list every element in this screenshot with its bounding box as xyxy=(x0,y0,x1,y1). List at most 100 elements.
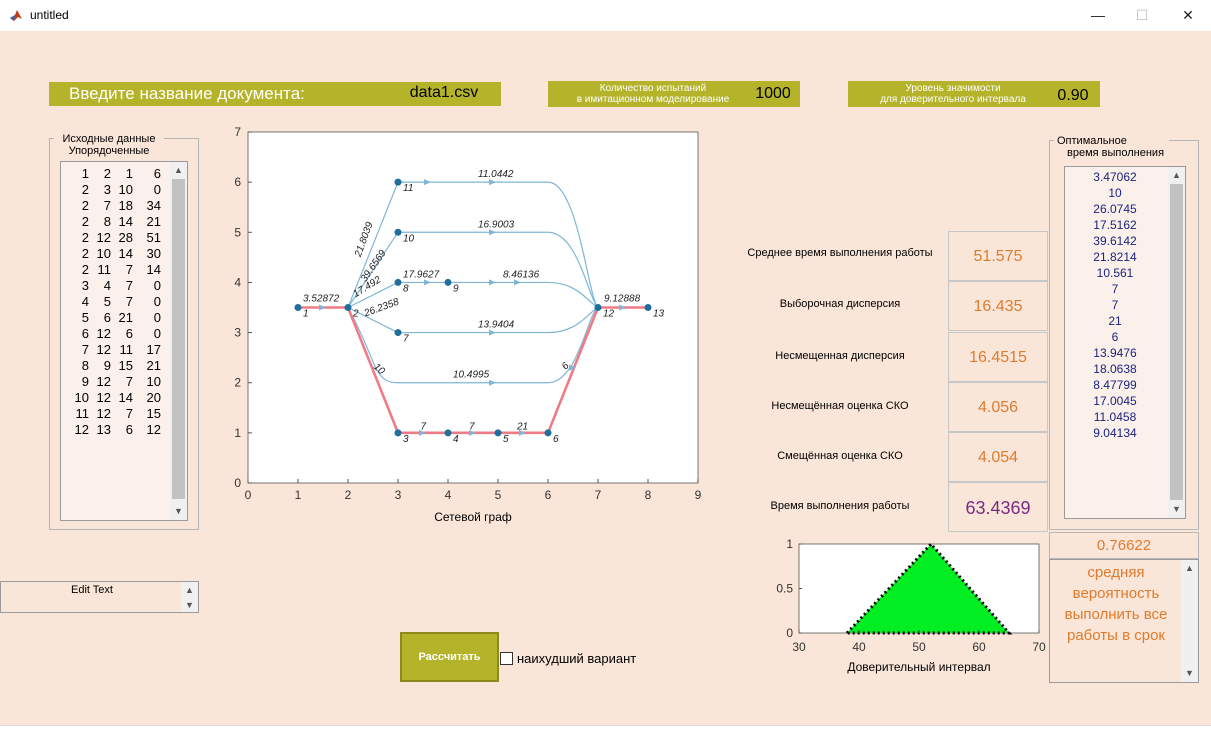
worst-case-checkbox[interactable] xyxy=(500,652,513,665)
optimal-time-item: 8.47799 xyxy=(1093,378,1137,392)
optimal-time-item: 11.0458 xyxy=(1093,410,1137,424)
edge-arrow xyxy=(419,429,426,436)
probability-scrollbar[interactable]: ▲ ▼ xyxy=(1181,560,1198,682)
source-data-cell: 2 xyxy=(81,262,89,277)
source-data-cell: 34 xyxy=(146,198,161,213)
x-tick-label: 9 xyxy=(695,488,702,502)
source-data-cell: 51 xyxy=(146,230,161,245)
source-data-cell: 8 xyxy=(81,358,89,373)
optimal-time-item: 10 xyxy=(1108,186,1122,200)
edge-arrow xyxy=(489,179,496,186)
optimal-time-item: 7 xyxy=(1111,282,1119,296)
source-data-cell: 10 xyxy=(74,390,89,405)
graph-node xyxy=(594,304,602,311)
source-data-cell: 0 xyxy=(153,294,161,309)
source-data-row: 2 12 28 51 xyxy=(61,230,171,246)
source-data-cell: 2 xyxy=(81,198,89,213)
source-data-cell: 9 xyxy=(81,374,89,389)
significance-input[interactable]: 0.90 xyxy=(1057,87,1089,104)
source-data-cell: 2 xyxy=(103,166,111,181)
source-data-row: 2 3 10 0 xyxy=(61,182,171,198)
graph-node xyxy=(544,429,552,437)
optimal-time-title: Оптимальное время выполнения xyxy=(1054,135,1169,159)
window-title: untitled xyxy=(30,8,69,22)
x-tick-label: 5 xyxy=(495,488,502,502)
scroll-down-icon[interactable]: ▼ xyxy=(185,600,194,610)
x-tick-label: 3 xyxy=(395,488,402,502)
graph-node-label: 6 xyxy=(553,434,559,445)
ci-x-tick-label: 30 xyxy=(792,640,806,654)
ci-y-tick-label: 0.5 xyxy=(776,582,793,596)
probability-text-box[interactable]: средняя вероятность выполнить все работы… xyxy=(1049,559,1199,683)
optimal-time-item: 21 xyxy=(1108,314,1122,328)
edge-weight-label: 21 xyxy=(516,421,528,432)
scroll-up-icon[interactable]: ▲ xyxy=(174,165,183,175)
graph-node xyxy=(494,429,502,437)
source-data-row: 2 7 18 34 xyxy=(61,198,171,214)
graph-edge xyxy=(347,181,399,308)
source-data-title-line1: Исходные данные xyxy=(62,133,156,145)
x-tick-label: 4 xyxy=(445,488,452,502)
trials-label-line1: Количество испытаний xyxy=(599,83,707,94)
source-data-cell: 2 xyxy=(81,182,89,197)
source-data-cell: 6 xyxy=(125,326,133,341)
scroll-up-icon[interactable]: ▲ xyxy=(1172,170,1181,180)
optimal-time-item: 10.561 xyxy=(1096,266,1134,280)
source-data-cell: 5 xyxy=(81,310,89,325)
source-data-cell: 14 xyxy=(118,390,133,405)
source-data-cell: 1 xyxy=(81,166,89,181)
edge-arrow xyxy=(569,364,576,371)
source-data-title-line2: Упорядоченные xyxy=(68,145,150,157)
source-data-cell: 6 xyxy=(103,310,111,325)
scroll-down-icon[interactable]: ▼ xyxy=(1185,668,1194,678)
edit-text-field[interactable]: Edit Text ▲ ▼ xyxy=(0,581,199,613)
source-data-cell: 2 xyxy=(81,246,89,261)
graph-node xyxy=(644,304,652,311)
optimal-time-list[interactable]: 3.47062 10 26.0745 17.5162 39.6142 21.8214 10.… xyxy=(1064,166,1186,519)
x-tick-label: 6 xyxy=(545,488,552,502)
edit-text-scrollbar[interactable]: ▲ ▼ xyxy=(181,582,198,612)
source-data-cell: 2 xyxy=(81,214,89,229)
ci-xlabel: Доверительный интервал xyxy=(847,660,990,674)
source-data-scrollbar[interactable]: ▲ ▼ xyxy=(170,162,187,520)
optimal-time-scrollbar[interactable]: ▲ ▼ xyxy=(1168,167,1185,518)
scroll-thumb[interactable] xyxy=(1170,184,1183,500)
minimize-button[interactable]: — xyxy=(1091,7,1105,23)
graph-edge xyxy=(347,281,399,309)
maximize-button[interactable]: ☐ xyxy=(1135,7,1149,23)
scroll-up-icon[interactable]: ▲ xyxy=(185,585,194,595)
trials-row: Количество испытаний в имитационном моде… xyxy=(548,81,800,107)
graph-edge xyxy=(347,306,399,334)
edge-arrow xyxy=(519,429,526,436)
ci-y-tick-label: 1 xyxy=(786,537,793,551)
document-name-input[interactable]: data1.csv xyxy=(409,84,479,101)
ci-x-tick-label: 40 xyxy=(852,640,866,654)
graph-node-label: 2 xyxy=(352,309,359,320)
source-data-row: 2 8 14 21 xyxy=(61,214,171,230)
source-data-row: 9 12 7 10 xyxy=(61,374,171,390)
graph-node xyxy=(394,329,402,337)
trials-input[interactable]: 1000 xyxy=(755,85,791,102)
optimal-time-item: 17.0045 xyxy=(1093,394,1137,408)
graph-node xyxy=(394,228,402,236)
source-data-cell: 8 xyxy=(103,214,111,229)
source-data-panel: Исходные данные Упорядоченные 1 2 1 6 2 3 10 0 2… xyxy=(49,133,199,530)
scroll-thumb[interactable] xyxy=(172,179,185,499)
source-data-cell: 7 xyxy=(125,294,133,309)
completion-time-value: 63.4369 xyxy=(948,482,1048,532)
source-data-cell: 15 xyxy=(146,406,161,421)
ci-x-tick-label: 50 xyxy=(912,640,926,654)
calculate-button[interactable]: Рассчитать xyxy=(400,632,499,682)
scroll-down-icon[interactable]: ▼ xyxy=(1172,504,1181,514)
optimal-time-item: 13.9476 xyxy=(1093,346,1137,360)
source-data-row: 6 12 6 0 xyxy=(61,326,171,342)
optimal-time-panel: Оптимальное время выполнения 3.47062 10 26… xyxy=(1049,135,1199,530)
source-data-list[interactable]: 1 2 1 6 2 3 10 0 2 7 18 34 2 8 14 21 2 12 28 51 2 10 14 30 2 11 7 1… xyxy=(60,161,188,521)
optimal-time-item: 26.0745 xyxy=(1093,202,1137,216)
close-button[interactable]: ✕ xyxy=(1182,7,1194,23)
optimal-time-item: 7 xyxy=(1111,298,1119,312)
scroll-down-icon[interactable]: ▼ xyxy=(174,506,183,516)
y-tick-label: 5 xyxy=(234,225,241,239)
scroll-up-icon[interactable]: ▲ xyxy=(1185,563,1194,573)
